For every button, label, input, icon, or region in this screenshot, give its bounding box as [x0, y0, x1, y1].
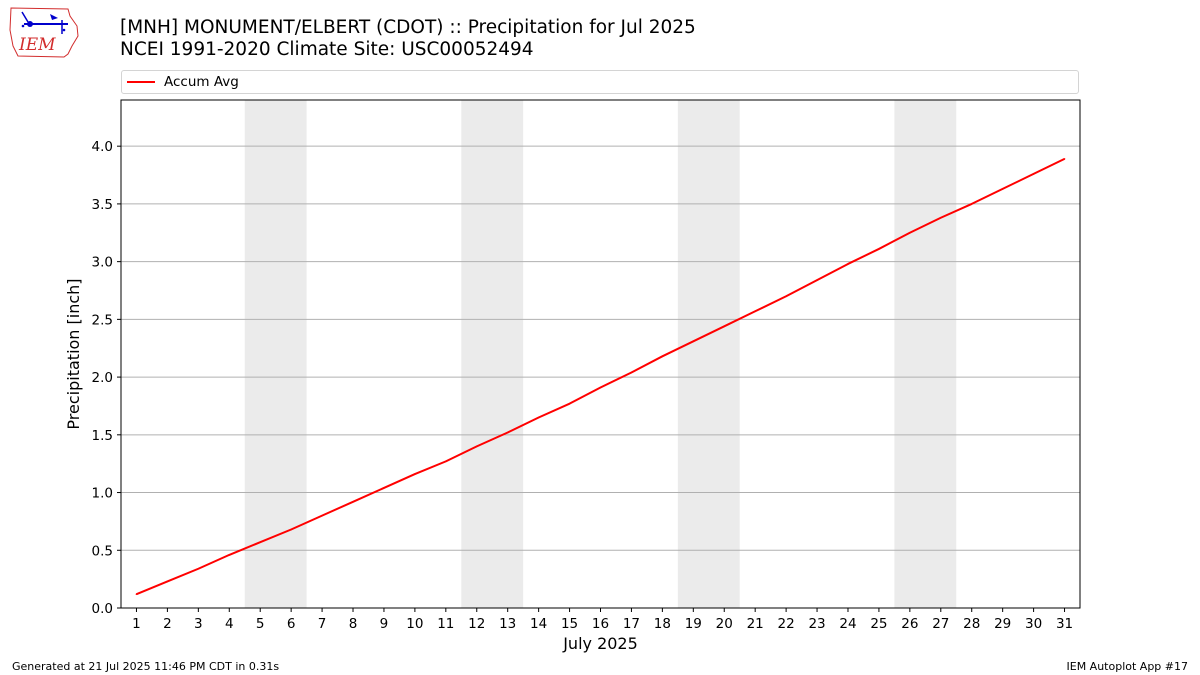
data-point: [599, 386, 602, 389]
y-tick-label: 2.5: [92, 312, 113, 328]
x-tick-label: 10: [406, 616, 423, 632]
x-axis-label: July 2025: [562, 634, 638, 653]
y-tick-label: 3.0: [92, 255, 113, 271]
weekend-band: [461, 100, 524, 608]
data-point: [475, 445, 478, 448]
app-credit: IEM Autoplot App #17: [1066, 660, 1189, 673]
x-tick-label: 5: [256, 616, 265, 632]
x-tick-label: 30: [1025, 616, 1042, 632]
y-tick-label: 1.0: [92, 486, 113, 502]
x-tick-label: 19: [685, 616, 702, 632]
data-point: [1032, 173, 1035, 175]
x-tick-label: 26: [901, 616, 918, 632]
weekend-band: [677, 100, 740, 608]
y-tick-label: 0.5: [92, 543, 113, 559]
x-tick-label: 14: [530, 616, 547, 632]
y-tick-label: 3.5: [92, 197, 113, 213]
data-point: [878, 248, 880, 250]
x-tick-label: 7: [318, 616, 327, 632]
plot-frame: [120, 99, 1081, 609]
x-tick-label: 6: [287, 616, 296, 632]
x-tick-label: 28: [963, 616, 980, 632]
data-point: [414, 473, 416, 475]
data-point: [197, 567, 200, 570]
data-point: [1063, 158, 1066, 160]
legend-label: Accum Avg: [164, 74, 239, 90]
data-point: [135, 593, 138, 595]
data-point: [568, 402, 571, 405]
data-point: [661, 355, 664, 358]
weekend-band: [894, 100, 957, 608]
legend: Accum Avg: [121, 70, 1079, 94]
data-point: [228, 554, 231, 556]
x-tick-label: 11: [437, 616, 454, 632]
data-point: [166, 580, 169, 583]
data-point: [383, 487, 385, 489]
data-point: [352, 500, 354, 503]
x-tick-label: 23: [808, 616, 825, 632]
x-tick-label: 18: [654, 616, 671, 632]
data-point: [754, 310, 756, 313]
logo-text: IEM: [18, 35, 56, 55]
data-point: [506, 431, 509, 434]
x-tick-label: 9: [380, 616, 389, 632]
data-point: [847, 263, 849, 265]
data-point: [321, 514, 323, 517]
x-tick-label: 4: [225, 616, 234, 632]
x-tick-label: 12: [468, 616, 485, 632]
data-point: [630, 371, 633, 374]
x-tick-label: 2: [163, 616, 172, 632]
x-tick-label: 16: [592, 616, 609, 632]
x-tick-label: 20: [716, 616, 733, 632]
data-point: [816, 279, 818, 281]
iem-logo: IEM: [8, 6, 82, 64]
data-point: [723, 325, 726, 328]
x-tick-label: 27: [932, 616, 949, 632]
y-tick-label: 4.0: [92, 139, 113, 155]
x-tick-label: 21: [747, 616, 764, 632]
generated-timestamp: Generated at 21 Jul 2025 11:46 PM CDT in…: [12, 660, 280, 673]
iem-logo-icon: IEM: [9, 7, 79, 58]
data-point: [692, 340, 695, 343]
chart-title: [MNH] MONUMENT/ELBERT (CDOT) :: Precipit…: [120, 17, 696, 38]
y-axis-label: Precipitation [inch]: [64, 278, 83, 429]
x-tick-label: 29: [994, 616, 1011, 632]
x-tick-label: 25: [870, 616, 887, 632]
x-tick-label: 17: [623, 616, 640, 632]
x-tick-label: 8: [349, 616, 358, 632]
x-tick-label: 22: [778, 616, 795, 632]
weekend-band: [244, 100, 307, 608]
y-tick-label: 2.0: [92, 370, 113, 386]
x-tick-label: 15: [561, 616, 578, 632]
data-point: [290, 528, 292, 531]
chart-subtitle: NCEI 1991-2020 Climate Site: USC00052494: [120, 39, 534, 60]
x-tick-label: 1: [132, 616, 141, 632]
data-point: [939, 216, 942, 219]
data-point: [970, 203, 973, 205]
legend-swatch: [127, 81, 155, 83]
data-point: [537, 416, 540, 419]
y-tick-label: 0.0: [92, 601, 113, 617]
data-point: [445, 460, 447, 463]
y-tick-label: 1.5: [92, 428, 113, 444]
data-point: [785, 295, 787, 298]
data-point: [259, 541, 262, 543]
x-tick-label: 13: [499, 616, 516, 632]
x-tick-label: 24: [839, 616, 856, 632]
x-tick-label: 3: [194, 616, 203, 632]
data-point: [909, 231, 911, 234]
data-point: [1001, 188, 1004, 190]
x-tick-label: 31: [1056, 616, 1073, 632]
